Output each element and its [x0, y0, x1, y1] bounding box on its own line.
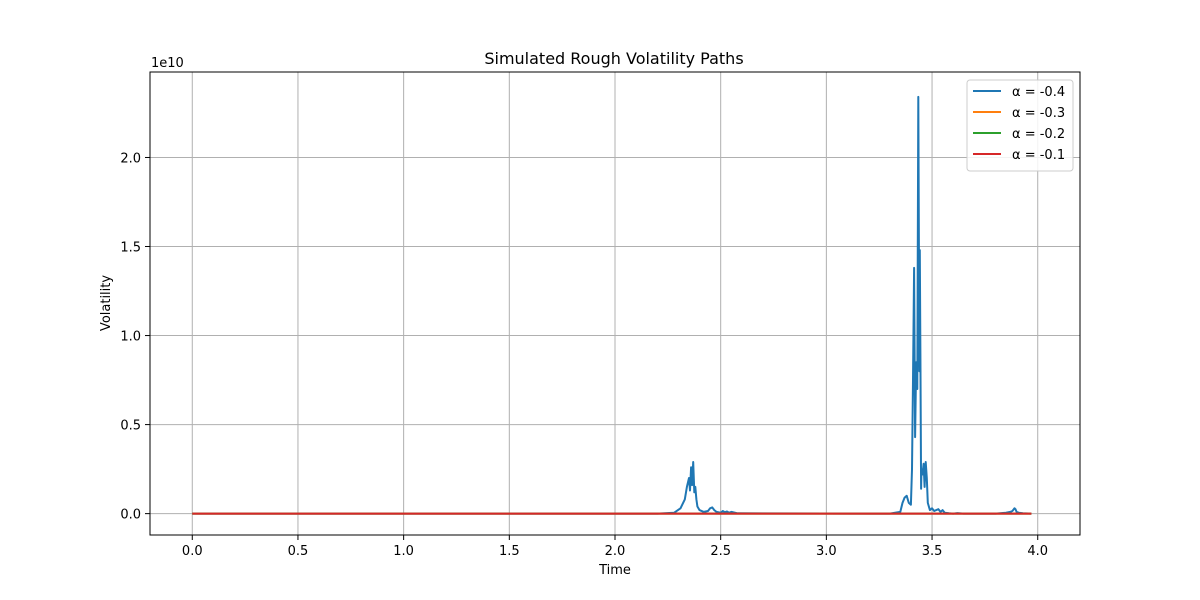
plot-area [149, 71, 1081, 536]
y-tick-label: 0.5 [120, 419, 141, 434]
legend-label: α = -0.2 [1012, 127, 1065, 142]
x-tick-label: 1.5 [499, 544, 520, 559]
x-tick-label: 3.0 [816, 544, 837, 559]
legend-box [966, 79, 1074, 172]
series-lines [192, 95, 1032, 515]
x-tick-label: 4.0 [1027, 544, 1048, 559]
y-axis-title: Volatility [99, 275, 114, 331]
x-axis: 0.0 0.5 1.0 1.5 2.0 2.5 3.0 3.5 4.0 [182, 535, 1048, 559]
y-axis: 0.0 0.5 1.0 1.5 2.0 [120, 151, 150, 523]
legend: α = -0.4 α = -0.3 α = -0.2 α = -0.1 [966, 79, 1074, 172]
chart-title: Simulated Rough Volatility Paths [484, 49, 743, 68]
x-tick-label: 1.0 [393, 544, 414, 559]
y-tick-label: 2.0 [120, 151, 141, 166]
legend-label: α = -0.3 [1012, 106, 1065, 121]
y-offset-label: 1e10 [151, 56, 184, 71]
legend-label: α = -0.1 [1012, 148, 1065, 163]
grid [150, 72, 1080, 535]
x-axis-title: Time [598, 563, 631, 578]
y-tick-label: 1.0 [120, 330, 141, 345]
y-tick-label: 1.5 [120, 241, 141, 256]
x-tick-label: 2.0 [605, 544, 626, 559]
x-tick-label: 2.5 [710, 544, 731, 559]
x-tick-label: 0.5 [288, 544, 309, 559]
x-tick-label: 3.5 [922, 544, 943, 559]
x-tick-label: 0.0 [182, 544, 203, 559]
legend-label: α = -0.4 [1012, 85, 1065, 100]
y-tick-label: 0.0 [120, 508, 141, 523]
